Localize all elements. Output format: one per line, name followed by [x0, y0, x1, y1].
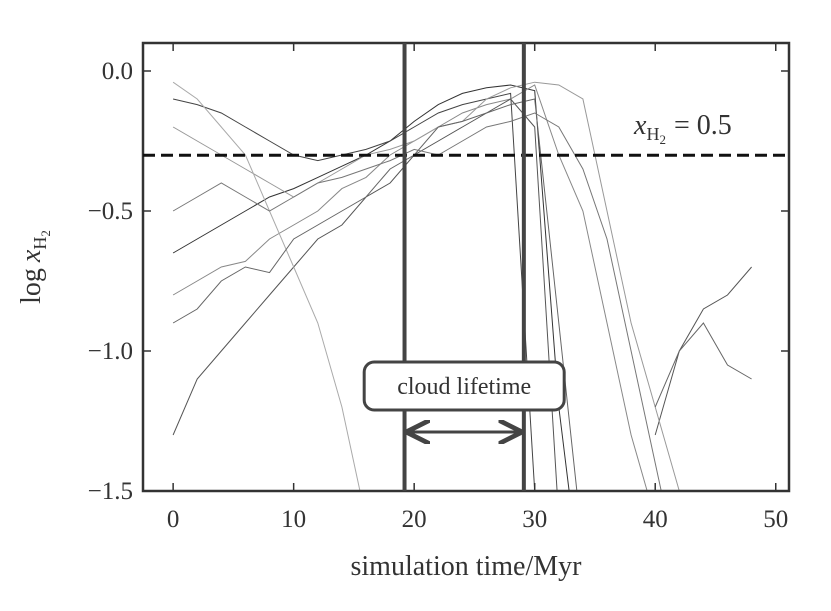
y-tick-label: −1.0 — [88, 338, 133, 365]
lifetime-box — [362, 360, 566, 412]
data-line — [172, 112, 662, 491]
y-label-subsub: 2 — [38, 230, 53, 237]
y-label-sub: H — [30, 237, 50, 250]
x-tick-label: 40 — [643, 506, 668, 533]
threshold-sub: H — [646, 124, 659, 144]
data-line — [172, 81, 361, 491]
data-line — [172, 98, 752, 491]
plot-area — [172, 81, 752, 491]
x-tick-label: 0 — [167, 506, 180, 533]
y-tick-label: 0.0 — [102, 58, 133, 85]
threshold-rest: = 0.5 — [674, 110, 732, 141]
lifetime-label: cloud lifetime — [397, 374, 531, 400]
axes-frame — [141, 41, 791, 493]
x-axis-label: simulation time/Myr — [351, 551, 583, 582]
y-label-prefix: log — [16, 268, 47, 304]
y-tick-label: −1.5 — [88, 478, 133, 505]
y-label-var: x — [16, 249, 47, 263]
threshold-subsub: 2 — [659, 132, 666, 147]
data-line — [172, 84, 648, 491]
y-axis-label: log xH2 — [16, 230, 53, 304]
x-tick-label: 50 — [763, 506, 788, 533]
threshold-var: x — [633, 110, 647, 141]
x-tick-label: 10 — [281, 506, 306, 533]
x-tick-label: 20 — [402, 506, 427, 533]
x-tick-label: 30 — [522, 506, 547, 533]
data-line — [172, 92, 536, 491]
data-line — [172, 98, 752, 491]
data-line — [172, 84, 570, 491]
threshold-label: xH2 = 0.5 — [633, 110, 732, 147]
y-tick-label: −0.5 — [88, 198, 133, 225]
